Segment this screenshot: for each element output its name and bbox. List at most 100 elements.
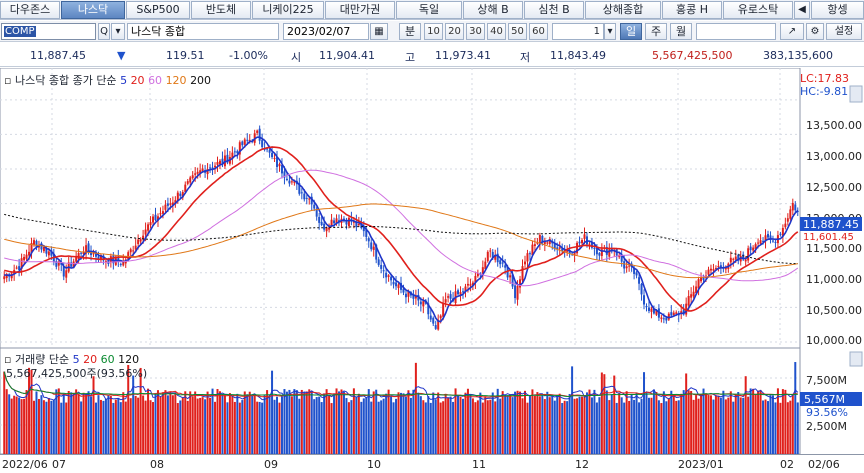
volume-bar [563,400,566,454]
tab-germany[interactable]: 독일 [396,1,462,19]
volume-bar [442,401,445,454]
candle-body [80,252,83,254]
minute-30-button[interactable]: 30 [466,23,485,40]
search-icon[interactable]: Q [98,23,110,40]
candle-body [42,246,45,252]
minute-10-button[interactable]: 10 [424,23,443,40]
candle-body [246,139,249,141]
high-label: 고 [405,51,416,64]
volume-bar [387,389,390,454]
volume-legend-series: 단순 [48,353,70,366]
symbol-name: 나스닥 종합 [127,23,279,40]
code-input[interactable]: COMP [1,23,96,40]
period-count-input[interactable] [696,23,776,40]
count-input[interactable]: 1 [552,23,604,40]
candle-body [439,315,442,319]
minute-60-button[interactable]: 60 [529,23,548,40]
tab-shanghai-b[interactable]: 상해 B [463,1,523,19]
volume-bar [628,400,631,454]
volume-bar [139,367,142,454]
volume-bar [147,388,150,454]
candle-body [102,255,105,261]
calendar-icon[interactable]: ▦ [370,23,388,40]
candle-body [757,242,760,244]
volume-bar [660,403,663,454]
period-week-button[interactable]: 주 [645,23,667,40]
date-input[interactable]: 2023/02/07 [283,23,369,40]
tab-taiwan[interactable]: 대만가권 [325,1,395,19]
price-tick: 10,000.00 [806,334,862,347]
volume-bar [156,390,159,454]
candle-body [595,248,598,255]
gear-icon[interactable]: ⚙ [806,23,824,40]
favorite-icon[interactable]: ▾ [111,23,125,40]
volume-bar [523,390,526,454]
minute-20-button[interactable]: 20 [445,23,464,40]
volume-bar [60,402,63,454]
volume-bar [794,362,797,454]
tab-semiconductor[interactable]: 반도체 [191,1,251,19]
candle-body [333,220,336,224]
chevron-down-icon[interactable]: ▾ [604,23,616,40]
volume-panel-toggle-icon[interactable] [849,351,863,367]
volume-bar [568,393,571,454]
volume-bar [615,402,618,454]
tab-sp500[interactable]: S&P500 [126,1,190,19]
period-month-button[interactable]: 월 [670,23,692,40]
minute-40-button[interactable]: 40 [487,23,506,40]
period-day-button[interactable]: 일 [620,23,642,40]
candle-body [625,266,628,269]
candle-body [392,281,395,285]
line-draw-icon[interactable]: ↗ [780,23,804,40]
candle-body [695,286,698,294]
volume-bar [340,389,343,454]
tab-hongkong-h[interactable]: 홍콩 H [662,1,722,19]
candle-body [161,211,164,214]
candle-body [372,246,375,250]
settings-button[interactable]: 설정 [826,23,862,40]
tab-shenzhen-b[interactable]: 심천 B [524,1,584,19]
volume-bar [169,391,172,454]
candle-body [489,250,492,252]
volume-bar [80,401,83,454]
candle-body [598,253,601,256]
volume-bar [372,391,375,454]
tab-eurostoxx[interactable]: 유로스탁 [723,1,793,19]
candle-body [298,183,301,194]
candle-body [310,196,313,205]
volume-bar [199,397,202,454]
volume-bar [640,398,643,454]
volume-chart[interactable]: 7,500M 2,500M 5,567M 93.56% [0,347,864,455]
price-chart[interactable]: 13,500.00 13,000.00 12,500.00 12,000.00 … [0,67,864,349]
volume-bar [395,398,398,454]
candle-body [94,252,97,257]
tab-dow[interactable]: 다우존스 [0,1,60,19]
tab-nikkei225[interactable]: 니케이225 [252,1,324,19]
prev-tab-icon[interactable]: ◀ [794,1,810,19]
minute-button[interactable]: 분 [399,23,421,40]
tab-hangseng[interactable]: 항셍 [811,1,864,19]
candle-body [457,290,460,295]
candle-body [573,251,576,256]
volume-bar [75,389,78,454]
tab-shanghai-composite[interactable]: 상해종합 [585,1,661,19]
minute-50-button[interactable]: 50 [508,23,527,40]
tab-nasdaq[interactable]: 나스닥 [61,1,125,19]
price-panel[interactable]: 13,500.00 13,000.00 12,500.00 12,000.00 … [0,67,864,349]
x-axis-svg: 2022/06 07 08 09 10 11 12 2023/01 02 02/… [2,458,840,471]
candle-body [576,242,579,254]
volume-bar [144,400,147,454]
volume-bar [452,401,455,454]
volume-bar [466,388,469,454]
volume-bar [618,392,621,454]
volume-bar [464,392,467,454]
volume-value: 5,567,425,500 [652,49,733,62]
volume-tick: 7,500M [806,374,847,387]
panel-toggle-icon[interactable] [849,85,863,103]
volume-bar [308,389,311,454]
volume-panel[interactable]: 7,500M 2,500M 5,567M 93.56% ▫ 거래량 단순 5 2… [0,347,864,455]
volume-bar [310,391,313,454]
volume-bar [65,402,68,454]
x-tick: 2023/01 [678,458,724,471]
volume-bar [491,392,494,454]
